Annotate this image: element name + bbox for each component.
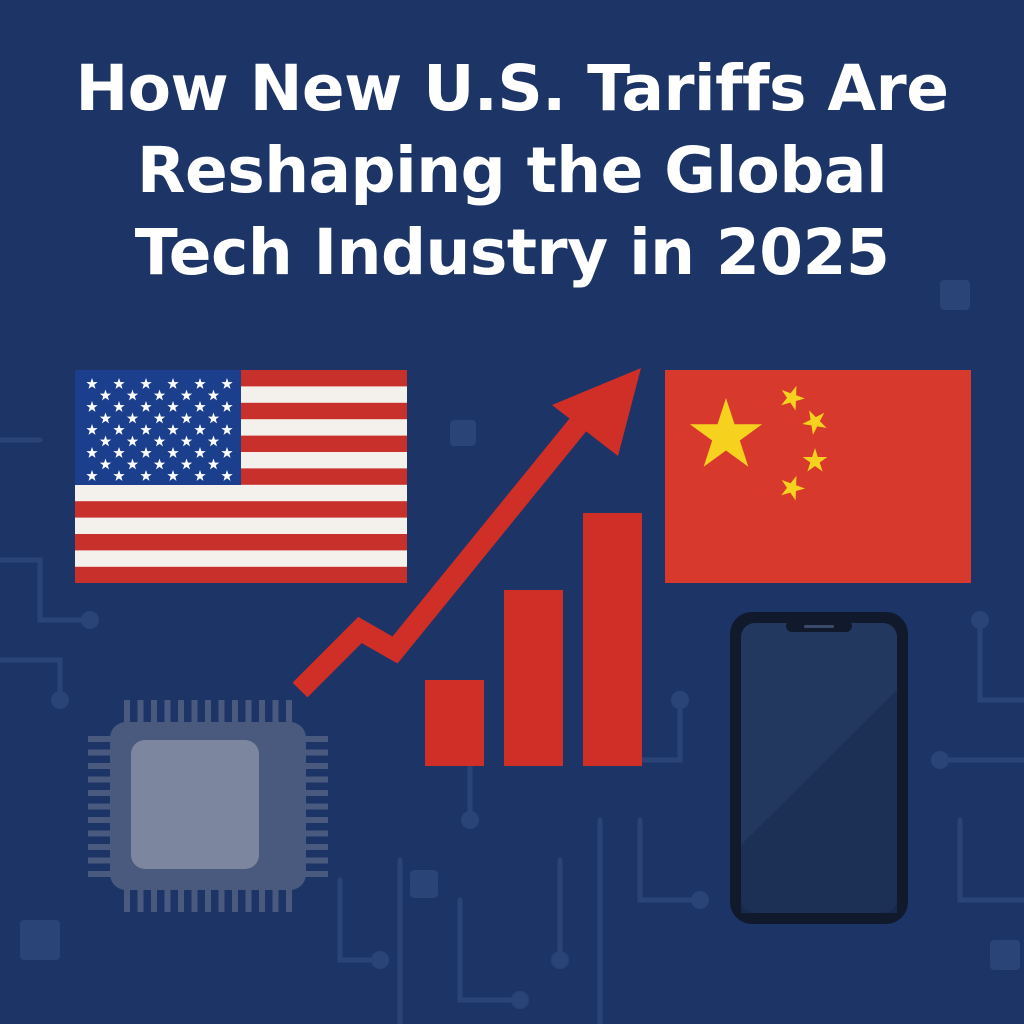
chip-pin <box>218 888 225 912</box>
chip-pin <box>88 871 112 877</box>
chip-pin <box>259 700 265 724</box>
chip-pin <box>88 790 112 796</box>
bar-tall <box>583 513 642 766</box>
trend-arrow-icon <box>292 368 641 698</box>
chip-pin <box>137 700 144 724</box>
chip-pin <box>191 700 198 724</box>
chip-pin <box>88 776 112 783</box>
chip-pin <box>304 803 328 810</box>
chip-pin <box>164 700 171 724</box>
chip-pin <box>304 776 328 783</box>
chip-pin <box>88 763 112 769</box>
chip-pin <box>124 700 130 724</box>
chip-pin <box>304 749 328 756</box>
chip-pin <box>88 830 112 837</box>
chip-pin <box>191 888 198 912</box>
chip-pin <box>304 736 328 742</box>
chip-pin <box>245 700 252 724</box>
chip-pin <box>232 888 238 912</box>
chip-pin <box>88 803 112 810</box>
chip-pin <box>151 700 157 724</box>
chip-pin <box>178 888 184 912</box>
bar-short <box>425 680 484 766</box>
chip-pin <box>88 844 112 850</box>
chip-pin <box>304 830 328 837</box>
headline-line-3: Tech Industry in 2025 <box>134 216 890 289</box>
smartphone-icon <box>730 612 908 924</box>
chip-pin <box>88 817 112 823</box>
chip-pin <box>304 871 328 877</box>
chip-pin <box>286 888 292 912</box>
chip-pin <box>88 749 112 756</box>
chip-pin <box>304 817 328 823</box>
bar-medium <box>504 590 563 766</box>
chip-pin <box>88 857 112 864</box>
chip-pin <box>304 844 328 850</box>
chip-pin <box>259 888 265 912</box>
headline-line-1: How New U.S. Tariffs Are <box>75 52 949 125</box>
chip-pin <box>205 700 211 724</box>
chip-pin <box>304 857 328 864</box>
bar-chart-icon <box>425 513 642 766</box>
us-flag-icon <box>75 370 407 583</box>
chip-pin <box>205 888 211 912</box>
chip-pin <box>245 888 252 912</box>
chip-pin <box>232 700 238 724</box>
chip-pin <box>178 700 184 724</box>
headline: How New U.S. Tariffs Are Reshaping the G… <box>0 48 1024 294</box>
headline-line-2: Reshaping the Global <box>136 134 888 207</box>
chip-pin <box>88 736 112 742</box>
chip-pin <box>164 888 171 912</box>
chip-pin <box>124 888 130 912</box>
chip-pin <box>272 700 279 724</box>
microchip-icon <box>88 700 328 912</box>
chip-pin <box>304 790 328 796</box>
chip-pin <box>218 700 225 724</box>
chip-pin <box>272 888 279 912</box>
chip-pin <box>286 700 292 724</box>
chip-pin <box>151 888 157 912</box>
chip-pin <box>137 888 144 912</box>
china-flag-icon <box>665 370 971 583</box>
chip-pin <box>304 763 328 769</box>
